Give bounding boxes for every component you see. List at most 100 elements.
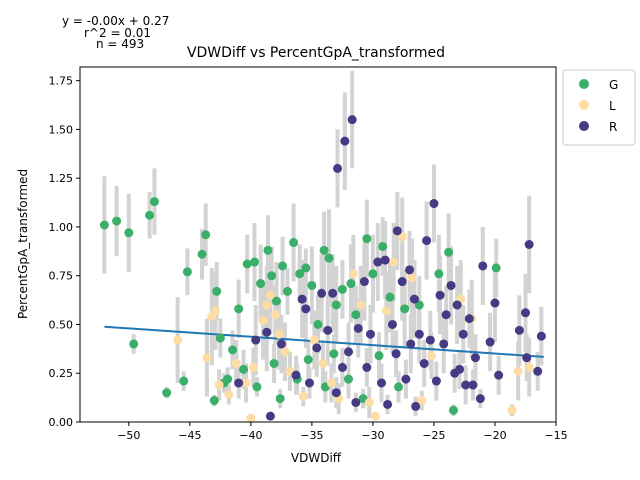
data-point-l	[318, 358, 328, 368]
data-point-r	[533, 366, 543, 376]
data-point-g	[491, 263, 501, 273]
data-point-l	[381, 306, 391, 316]
fit-equation: y = -0.00x + 0.27	[62, 14, 169, 28]
data-point-r	[340, 136, 350, 146]
y-axis-ticks: 0.00 0.25 0.50 0.75 1.00 1.25 1.50 1.75	[49, 75, 80, 429]
data-point-l	[274, 329, 284, 339]
data-point-g	[362, 234, 372, 244]
data-point-r	[461, 380, 471, 390]
data-point-r	[351, 397, 361, 407]
data-point-r	[337, 362, 347, 372]
x-tick-label: −45	[178, 429, 201, 442]
data-point-g	[378, 241, 388, 251]
data-point-l	[370, 411, 380, 421]
y-tick-label: 1.75	[49, 75, 74, 88]
y-tick-label: 0.75	[49, 270, 74, 283]
data-point-l	[246, 413, 256, 423]
x-tick-label: −35	[300, 429, 323, 442]
x-axis-ticks: −50 −45 −40 −35 −30 −25 −20 −15	[117, 422, 568, 442]
data-point-r	[406, 339, 416, 349]
data-point-g	[331, 300, 341, 310]
data-point-g	[162, 388, 172, 398]
data-point-r	[439, 339, 449, 349]
legend-marker-l	[579, 100, 589, 110]
data-point-g	[267, 271, 277, 281]
data-point-g	[278, 261, 288, 271]
data-point-l	[389, 257, 399, 267]
data-point-r	[409, 294, 419, 304]
data-point-r	[380, 255, 390, 265]
plot-area-frame	[79, 66, 557, 423]
data-point-r	[411, 401, 421, 411]
data-point-l	[202, 353, 212, 363]
data-point-r	[331, 388, 341, 398]
data-point-l	[262, 300, 272, 310]
data-point-l	[231, 358, 241, 368]
y-tick-label: 0.00	[49, 416, 74, 429]
data-point-g	[295, 269, 305, 279]
x-tick-label: −25	[422, 429, 445, 442]
data-point-g	[394, 382, 404, 392]
data-point-r	[362, 362, 372, 372]
data-point-g	[234, 304, 244, 314]
data-point-r	[344, 347, 354, 357]
data-point-g	[324, 253, 334, 263]
data-point-l	[210, 306, 220, 316]
data-point-g	[289, 238, 299, 248]
data-point-g	[242, 259, 252, 269]
data-point-r	[392, 226, 402, 236]
data-point-g	[215, 333, 225, 343]
legend-label-l: L	[609, 99, 616, 113]
data-point-r	[485, 337, 495, 347]
data-point-r	[291, 370, 301, 380]
legend-label-g: G	[609, 78, 618, 92]
data-point-l	[280, 347, 290, 357]
data-point-g	[256, 279, 266, 289]
regression-line	[104, 325, 544, 358]
data-point-g	[313, 319, 323, 329]
data-point-l	[348, 269, 358, 279]
data-point-r	[265, 411, 275, 421]
chart-title: VDWDiff vs PercentGpA_transformed	[187, 45, 445, 61]
sample-count: n = 493	[96, 37, 144, 51]
data-point-r	[312, 343, 322, 353]
data-point-g	[269, 358, 279, 368]
data-point-g	[448, 405, 458, 415]
data-point-r	[429, 199, 439, 209]
data-point-g	[344, 374, 354, 384]
data-point-r	[475, 394, 485, 404]
data-point-r	[468, 380, 478, 390]
data-point-r	[383, 399, 393, 409]
data-point-r	[317, 288, 327, 298]
data-point-r	[446, 280, 456, 290]
data-point-r	[373, 257, 383, 267]
data-point-r	[365, 329, 375, 339]
data-point-g	[319, 245, 329, 255]
data-point-g	[385, 292, 395, 302]
legend: GLR	[562, 69, 636, 146]
data-point-r	[353, 323, 363, 333]
data-point-l	[270, 310, 280, 320]
data-point-r	[524, 240, 534, 249]
y-tick-label: 1.00	[49, 221, 74, 234]
data-point-r	[304, 378, 314, 388]
data-point-r	[262, 327, 272, 337]
data-point-g	[124, 228, 134, 238]
data-point-l	[214, 380, 224, 390]
data-point-r	[401, 374, 411, 384]
data-point-l	[241, 378, 251, 388]
data-point-g	[351, 310, 361, 320]
data-point-g	[307, 280, 317, 290]
data-point-g	[179, 376, 189, 386]
data-point-g	[374, 351, 384, 361]
data-point-g	[337, 284, 347, 294]
data-point-g	[434, 269, 444, 279]
data-point-r	[536, 331, 546, 341]
x-axis-label: VDWDiff	[291, 451, 342, 465]
data-point-r	[387, 319, 397, 329]
y-axis-label: PercentGpA_transformed	[16, 169, 30, 319]
data-point-l	[224, 390, 234, 400]
data-point-g	[149, 197, 159, 207]
data-point-r	[435, 290, 445, 300]
